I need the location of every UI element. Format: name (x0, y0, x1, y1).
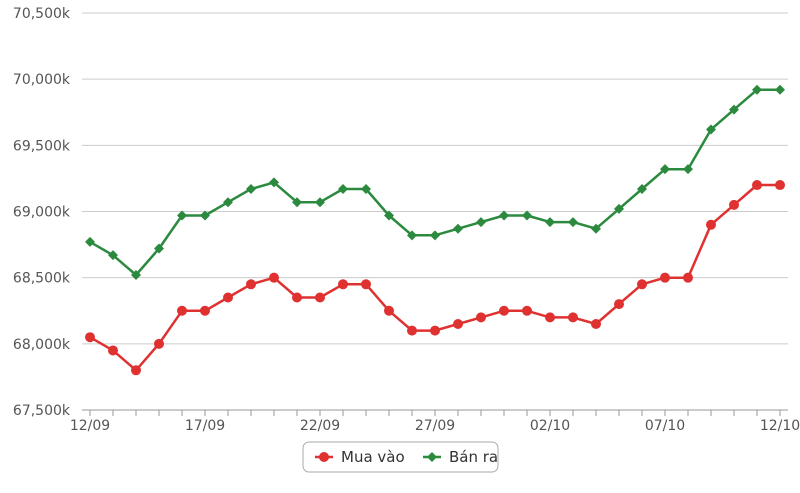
data-point[interactable] (729, 199, 739, 210)
series-line (89, 88, 780, 277)
data-point[interactable] (315, 292, 325, 303)
data-point[interactable] (683, 164, 693, 175)
x-tick-label: 12/09 (70, 418, 110, 434)
data-point[interactable] (131, 365, 141, 376)
legend-swatch-marker (427, 452, 437, 462)
y-tick-label: 69,000k (13, 205, 71, 221)
data-point[interactable] (614, 203, 624, 214)
data-point[interactable] (752, 180, 762, 191)
data-point[interactable] (269, 272, 279, 283)
data-point[interactable] (407, 230, 417, 241)
data-point[interactable] (338, 279, 348, 290)
data-point[interactable] (177, 210, 187, 221)
x-tick-label: 17/09 (185, 418, 225, 434)
data-point[interactable] (292, 197, 302, 208)
series-ban-ra (85, 84, 785, 281)
data-point[interactable] (384, 210, 394, 221)
data-point[interactable] (361, 184, 371, 195)
data-point[interactable] (752, 84, 762, 95)
data-point[interactable] (591, 223, 601, 234)
data-point[interactable] (476, 312, 486, 323)
y-tick-label: 67,500k (13, 403, 71, 419)
data-point[interactable] (453, 223, 463, 234)
data-point[interactable] (499, 210, 509, 221)
legend-box (302, 441, 499, 473)
data-point[interactable] (246, 184, 256, 195)
data-point[interactable] (338, 184, 348, 195)
data-point[interactable] (499, 305, 509, 316)
data-point[interactable] (568, 312, 578, 323)
y-tick-label: 69,500k (13, 138, 71, 154)
data-point[interactable] (131, 270, 141, 281)
x-tick-label: 12/10 (760, 418, 800, 434)
data-point[interactable] (729, 104, 739, 115)
data-point[interactable] (614, 299, 624, 310)
data-point[interactable] (568, 217, 578, 228)
series-layer (85, 84, 785, 376)
data-point[interactable] (660, 272, 670, 283)
legend-item-mua-vao[interactable]: Mua vào (315, 448, 405, 466)
y-tick-label: 68,500k (13, 271, 71, 287)
data-point[interactable] (85, 236, 95, 247)
data-point[interactable] (315, 197, 325, 208)
data-point[interactable] (522, 210, 532, 221)
data-point[interactable] (269, 177, 279, 188)
data-point[interactable] (637, 184, 647, 195)
data-point[interactable] (223, 197, 233, 208)
x-tick-label: 02/10 (530, 418, 570, 434)
data-point[interactable] (522, 305, 532, 316)
data-point[interactable] (706, 219, 716, 230)
data-point[interactable] (591, 318, 601, 329)
data-point[interactable] (246, 279, 256, 290)
data-point[interactable] (292, 292, 302, 303)
legend-swatch-marker (319, 452, 329, 462)
data-point[interactable] (430, 325, 440, 336)
data-point[interactable] (108, 345, 118, 356)
data-point[interactable] (108, 250, 118, 261)
data-point[interactable] (545, 312, 555, 323)
y-axis-labels: 67,500k 68,000k 68,500k 69,000k 69,500k 70,00… (13, 6, 71, 419)
data-point[interactable] (476, 217, 486, 228)
data-point[interactable] (706, 124, 716, 135)
legend-label: Bán ra (449, 448, 498, 466)
data-point[interactable] (85, 332, 95, 343)
y-tick-label: 68,000k (13, 337, 71, 353)
x-axis: 12/09 17/09 22/09 27/09 02/10 07/10 12/10 (70, 410, 800, 434)
legend-label: Mua vào (341, 448, 405, 466)
data-point[interactable] (453, 318, 463, 329)
y-tick-label: 70,500k (13, 6, 71, 22)
grid (82, 12, 788, 411)
legend[interactable]: Mua vào Bán ra (302, 441, 499, 473)
data-point[interactable] (223, 292, 233, 303)
data-point[interactable] (154, 338, 164, 349)
data-point[interactable] (545, 217, 555, 228)
data-point[interactable] (683, 272, 693, 283)
series-mua-vao (85, 180, 785, 376)
data-point[interactable] (407, 325, 417, 336)
data-point[interactable] (660, 164, 670, 175)
data-point[interactable] (430, 230, 440, 241)
data-point[interactable] (384, 305, 394, 316)
data-point[interactable] (775, 180, 785, 191)
x-tick-label: 22/09 (300, 418, 340, 434)
legend-item-ban-ra[interactable]: Bán ra (423, 448, 498, 466)
data-point[interactable] (200, 210, 210, 221)
data-point[interactable] (775, 84, 785, 95)
x-tick-label: 27/09 (415, 418, 455, 434)
x-tick-label: 07/10 (645, 418, 685, 434)
data-point[interactable] (177, 305, 187, 316)
data-point[interactable] (200, 305, 210, 316)
data-point[interactable] (361, 279, 371, 290)
y-tick-label: 70,000k (13, 72, 71, 88)
data-point[interactable] (637, 279, 647, 290)
data-point[interactable] (154, 243, 164, 254)
